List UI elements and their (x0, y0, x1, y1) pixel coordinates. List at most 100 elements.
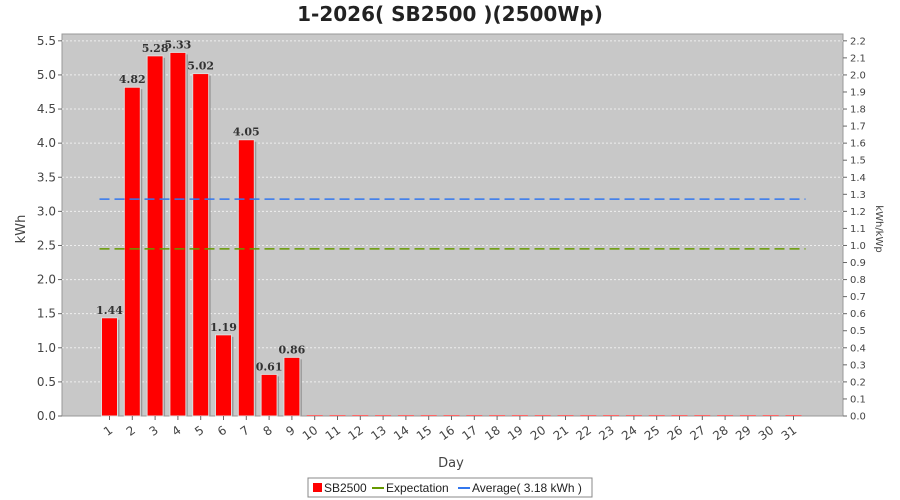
y2-tick-label: 2.1 (850, 53, 866, 64)
x-tick-label: 18 (482, 423, 503, 443)
bar (146, 55, 164, 417)
bar (215, 334, 232, 417)
x-axis-label: Day (438, 456, 464, 471)
x-tick-label: 23 (596, 423, 617, 443)
y-tick-label: 5.5 (37, 34, 56, 48)
x-tick-label: 20 (528, 423, 549, 443)
bar (123, 86, 141, 417)
y-tick-label: 0.5 (37, 375, 56, 389)
x-tick-label: 1 (101, 423, 115, 439)
x-tick-label: 13 (368, 423, 389, 443)
x-tick-label: 19 (505, 423, 526, 443)
legend-box (307, 477, 593, 498)
x-tick-label: 10 (300, 423, 321, 443)
bar-data-label: 1.44 (96, 304, 123, 317)
y2-tick-label: 1.3 (850, 190, 866, 201)
x-tick-label: 31 (779, 423, 800, 443)
x-axis-ticks: 1 2 3 4 5 6 7 8 9 10 11 12 13 14 15 16 17 18 19 20 21 22 23 24 2… (101, 416, 799, 443)
y-tick-label: 0.0 (37, 409, 56, 423)
y2-tick-label: 1.6 (850, 139, 866, 150)
y-tick-label: 3.0 (37, 204, 56, 218)
bar-data-label: 5.33 (165, 38, 192, 51)
y2-tick-label: 0.6 (850, 309, 866, 320)
legend: SB2500 Expectation Average( 3.18 kWh ) (307, 477, 593, 498)
y2-tick-label: 0.8 (850, 275, 866, 286)
bar-data-label: 0.86 (279, 343, 306, 356)
bar-data-label: 0.61 (256, 360, 283, 373)
bar-data-label: 5.02 (187, 60, 214, 73)
x-tick-label: 22 (573, 423, 594, 443)
x-tick-label: 21 (551, 423, 572, 443)
y2-tick-label: 0.9 (850, 258, 866, 269)
bar-data-label: 1.19 (210, 321, 237, 334)
x-tick-label: 7 (238, 423, 252, 439)
y2-tick-label: 0.2 (850, 377, 866, 388)
y2-tick-label: 1.9 (850, 87, 866, 98)
x-tick-label: 11 (323, 423, 344, 443)
y-tick-label: 1.5 (37, 307, 56, 321)
y2-tick-label: 2.2 (850, 36, 866, 47)
bar (237, 139, 255, 417)
bar (192, 73, 210, 417)
y2-tick-label: 1.4 (850, 173, 866, 184)
chart-title: 1-2026( SB2500 )(2500Wp) (297, 2, 603, 26)
y2-tick-label: 1.1 (850, 224, 866, 235)
legend-label: Expectation (386, 481, 449, 495)
y2-tick-label: 0.4 (850, 343, 866, 354)
bar-data-label: 4.82 (119, 73, 146, 86)
bar (101, 317, 118, 417)
x-tick-label: 6 (215, 423, 229, 439)
x-tick-label: 2 (124, 423, 138, 439)
x-tick-label: 29 (733, 423, 754, 443)
y2-tick-label: 1.2 (850, 207, 866, 218)
legend-swatch (313, 483, 322, 492)
x-tick-label: 4 (169, 423, 183, 439)
y-tick-label: 4.0 (37, 136, 56, 150)
y2-tick-label: 0.5 (850, 326, 866, 337)
y2-tick-label: 2.0 (850, 70, 866, 81)
plot-area (61, 33, 844, 417)
bar (260, 373, 278, 417)
legend-label: SB2500 (324, 481, 367, 495)
y-axis-label: kWh (14, 215, 29, 244)
x-tick-label: 27 (687, 423, 708, 443)
x-tick-label: 24 (619, 423, 640, 443)
x-tick-label: 12 (345, 423, 366, 443)
y2-tick-label: 1.7 (850, 122, 866, 133)
y2-tick-label: 0.1 (850, 394, 866, 405)
legend-label: Average( 3.18 kWh ) (472, 481, 582, 495)
bar-data-label: 5.28 (142, 42, 169, 55)
x-tick-label: 14 (391, 423, 412, 443)
right-axis-ticks: 0.0 0.1 0.2 0.3 0.4 0.5 0.6 0.7 0.8 0.9 1.0 1.1 1.2 1… (843, 36, 866, 423)
bar-data-label: 4.05 (233, 126, 260, 139)
x-tick-label: 9 (283, 423, 297, 439)
y-tick-label: 1.0 (37, 341, 56, 355)
y2-tick-label: 1.5 (850, 156, 866, 167)
x-tick-label: 15 (414, 423, 435, 443)
y-tick-label: 4.5 (37, 102, 56, 116)
reference-lines (99, 198, 806, 250)
y2-tick-label: 0.7 (850, 292, 866, 303)
x-tick-label: 28 (710, 423, 731, 443)
x-tick-label: 26 (665, 423, 686, 443)
x-tick-label: 3 (147, 423, 161, 439)
left-axis-ticks: 0.0 0.5 1.0 1.5 2.0 2.5 3.0 3.5 4.0 4.5 5.0 5.5 (37, 34, 62, 423)
x-tick-label: 8 (261, 423, 275, 439)
x-tick-label: 5 (192, 423, 206, 439)
y-tick-label: 2.0 (37, 273, 56, 287)
y2-tick-label: 1.0 (850, 241, 866, 252)
y-tick-label: 5.0 (37, 68, 56, 82)
y2-tick-label: 0.3 (850, 360, 866, 371)
x-tick-label: 16 (437, 423, 458, 443)
x-tick-label: 25 (642, 423, 663, 443)
bar (283, 356, 301, 417)
bar-series: 1.44 4.82 5.285.33 5.02 1.19 4.05 0.61 0.86 (96, 38, 802, 417)
y-tick-label: 2.5 (37, 238, 56, 252)
y2-tick-label: 0.0 (850, 412, 866, 423)
y2-tick-label: 1.8 (850, 105, 866, 116)
x-tick-label: 30 (756, 423, 777, 443)
y-tick-label: 3.5 (37, 170, 56, 184)
y2-axis-label: kWh/kWp (873, 205, 884, 252)
x-tick-label: 17 (459, 423, 480, 443)
